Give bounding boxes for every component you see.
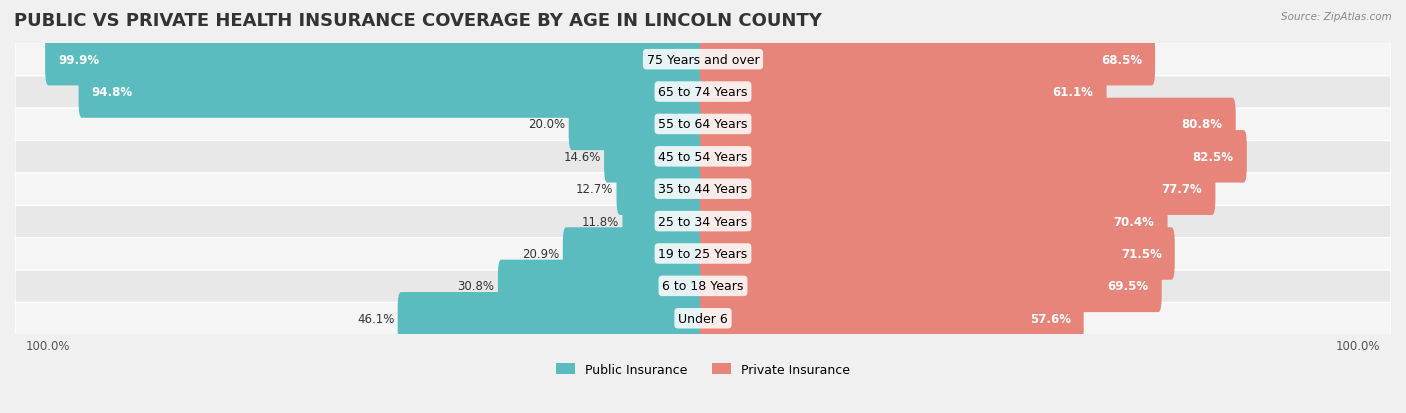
FancyBboxPatch shape <box>562 228 706 280</box>
FancyBboxPatch shape <box>15 237 1391 271</box>
Text: 82.5%: 82.5% <box>1192 150 1233 164</box>
FancyBboxPatch shape <box>623 195 706 248</box>
Text: Under 6: Under 6 <box>678 312 728 325</box>
FancyBboxPatch shape <box>15 173 1391 206</box>
Text: 19 to 25 Years: 19 to 25 Years <box>658 247 748 260</box>
Text: 80.8%: 80.8% <box>1181 118 1223 131</box>
FancyBboxPatch shape <box>605 131 706 183</box>
FancyBboxPatch shape <box>700 34 1156 86</box>
FancyBboxPatch shape <box>700 66 1107 119</box>
Text: 61.1%: 61.1% <box>1053 86 1094 99</box>
Text: 20.0%: 20.0% <box>529 118 565 131</box>
Text: 30.8%: 30.8% <box>457 280 495 293</box>
FancyBboxPatch shape <box>700 195 1167 248</box>
Text: 71.5%: 71.5% <box>1121 247 1161 260</box>
Text: 70.4%: 70.4% <box>1114 215 1154 228</box>
Text: 69.5%: 69.5% <box>1108 280 1149 293</box>
Legend: Public Insurance, Private Insurance: Public Insurance, Private Insurance <box>551 358 855 381</box>
Text: 14.6%: 14.6% <box>564 150 600 164</box>
Text: 75 Years and over: 75 Years and over <box>647 54 759 66</box>
FancyBboxPatch shape <box>700 131 1247 183</box>
Text: 65 to 74 Years: 65 to 74 Years <box>658 86 748 99</box>
FancyBboxPatch shape <box>45 34 706 86</box>
Text: 55 to 64 Years: 55 to 64 Years <box>658 118 748 131</box>
Text: Source: ZipAtlas.com: Source: ZipAtlas.com <box>1281 12 1392 22</box>
Text: 35 to 44 Years: 35 to 44 Years <box>658 183 748 196</box>
Text: 11.8%: 11.8% <box>582 215 619 228</box>
Text: 99.9%: 99.9% <box>58 54 100 66</box>
Text: 45 to 54 Years: 45 to 54 Years <box>658 150 748 164</box>
Text: 68.5%: 68.5% <box>1101 54 1142 66</box>
FancyBboxPatch shape <box>700 228 1175 280</box>
FancyBboxPatch shape <box>15 43 1391 76</box>
Text: 12.7%: 12.7% <box>576 183 613 196</box>
FancyBboxPatch shape <box>616 163 706 216</box>
FancyBboxPatch shape <box>700 163 1215 216</box>
Text: 6 to 18 Years: 6 to 18 Years <box>662 280 744 293</box>
FancyBboxPatch shape <box>15 205 1391 238</box>
FancyBboxPatch shape <box>79 66 706 119</box>
Text: 25 to 34 Years: 25 to 34 Years <box>658 215 748 228</box>
FancyBboxPatch shape <box>700 98 1236 151</box>
FancyBboxPatch shape <box>15 108 1391 141</box>
FancyBboxPatch shape <box>700 292 1084 345</box>
Text: 77.7%: 77.7% <box>1161 183 1202 196</box>
FancyBboxPatch shape <box>568 98 706 151</box>
FancyBboxPatch shape <box>15 140 1391 173</box>
FancyBboxPatch shape <box>398 292 706 345</box>
Text: 94.8%: 94.8% <box>91 86 132 99</box>
Text: 57.6%: 57.6% <box>1029 312 1070 325</box>
FancyBboxPatch shape <box>15 302 1391 335</box>
FancyBboxPatch shape <box>15 270 1391 303</box>
FancyBboxPatch shape <box>700 260 1161 312</box>
Text: 46.1%: 46.1% <box>357 312 394 325</box>
FancyBboxPatch shape <box>15 76 1391 109</box>
Text: 20.9%: 20.9% <box>522 247 560 260</box>
Text: PUBLIC VS PRIVATE HEALTH INSURANCE COVERAGE BY AGE IN LINCOLN COUNTY: PUBLIC VS PRIVATE HEALTH INSURANCE COVER… <box>14 12 823 30</box>
FancyBboxPatch shape <box>498 260 706 312</box>
